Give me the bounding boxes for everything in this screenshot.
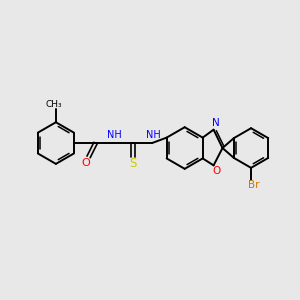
Text: S: S <box>130 158 137 170</box>
Text: CH₃: CH₃ <box>46 100 62 109</box>
Text: NH: NH <box>107 130 122 140</box>
Text: O: O <box>212 166 221 176</box>
Text: NH: NH <box>146 130 160 140</box>
Text: N: N <box>212 118 219 128</box>
Text: O: O <box>81 158 90 168</box>
Text: Br: Br <box>248 180 260 190</box>
